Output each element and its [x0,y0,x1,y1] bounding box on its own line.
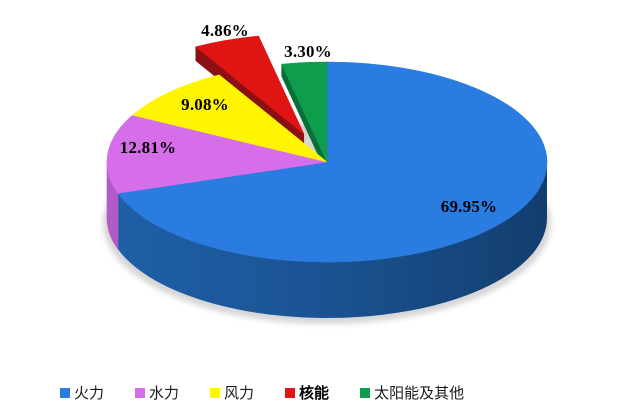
chart-legend: 火力 水力 风力 核能 太阳能及其他 [60,382,464,403]
pie-slice-2[interactable] [131,74,328,163]
slice-label: 3.30% [284,42,332,61]
legend-swatch-icon [285,387,296,398]
legend-item-fengli[interactable]: 风力 [210,382,254,403]
legend-item-taiyangneng[interactable]: 太阳能及其他 [360,382,464,403]
pie-slice-4[interactable] [281,61,328,163]
legend-label: 火力 [74,386,105,402]
legend-swatch-icon [360,387,371,398]
legend-item-huoli[interactable]: 火力 [60,382,104,403]
slice-label: 4.86% [201,21,249,40]
legend-swatch-icon [210,387,221,398]
pie-slice-3[interactable] [195,35,305,135]
legend-label: 核能 [299,386,330,402]
legend-item-heneng[interactable]: 核能 [285,382,329,403]
legend-swatch-icon [135,387,146,398]
pie-slice-1[interactable] [106,114,328,194]
slice-label: 12.81% [119,138,177,157]
slice-label: 9.08% [181,95,229,114]
legend-swatch-icon [60,387,70,398]
legend-item-shuili[interactable]: 水力 [135,382,179,403]
pie-slice-0[interactable] [117,61,548,263]
legend-label: 水力 [149,386,180,402]
legend-label: 风力 [224,386,255,402]
slice-label: 69.95% [440,197,498,216]
pie-side-0 [117,162,547,319]
legend-label: 太阳能及其他 [374,386,465,402]
